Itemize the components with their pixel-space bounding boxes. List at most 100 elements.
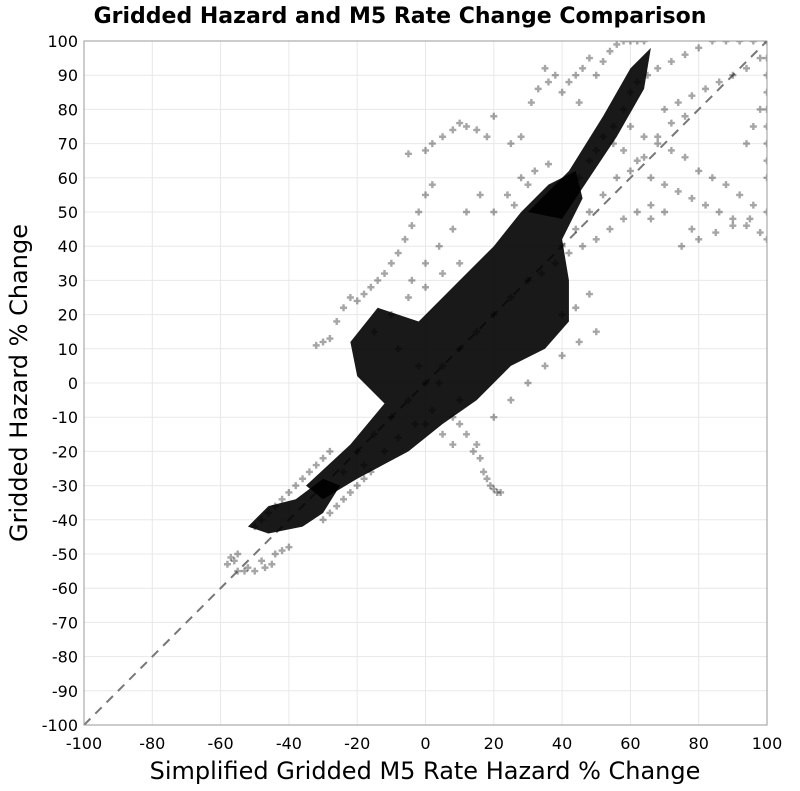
data-point <box>756 54 764 62</box>
data-point <box>667 146 675 154</box>
data-point <box>251 523 259 531</box>
data-point <box>497 488 505 496</box>
data-point <box>695 44 703 52</box>
data-point <box>439 430 447 438</box>
data-point <box>572 71 580 79</box>
data-point <box>333 502 341 510</box>
data-point <box>681 153 689 161</box>
data-point <box>503 191 511 199</box>
y-tick-label: 0 <box>68 374 78 393</box>
data-point <box>346 488 354 496</box>
data-point <box>592 328 600 336</box>
y-tick-label: -100 <box>42 716 78 735</box>
data-point <box>729 215 737 223</box>
data-point <box>517 133 525 141</box>
y-tick-label: 20 <box>58 306 78 325</box>
data-point <box>708 41 716 45</box>
data-point <box>667 119 675 127</box>
x-tick-label: -40 <box>276 734 302 753</box>
x-axis-ticks: -100 -80 -60 -40 -20 0 20 40 60 80 100 <box>66 734 782 753</box>
data-point <box>394 434 402 442</box>
data-point <box>234 550 242 558</box>
x-tick-label: -60 <box>208 734 234 753</box>
data-point <box>661 208 669 216</box>
data-point <box>456 396 464 404</box>
data-point <box>681 112 689 120</box>
data-point <box>626 88 634 96</box>
data-point <box>575 99 583 107</box>
data-point <box>626 167 634 175</box>
data-point <box>415 208 423 216</box>
data-point <box>401 235 409 243</box>
data-point <box>743 64 751 72</box>
data-point <box>743 140 751 148</box>
data-point <box>258 516 266 524</box>
y-tick-label: -50 <box>52 545 78 564</box>
y-tick-label: 30 <box>58 271 78 290</box>
data-point <box>319 454 327 462</box>
data-point <box>654 140 662 148</box>
data-point <box>360 475 368 483</box>
data-point <box>476 191 484 199</box>
data-point <box>585 290 593 298</box>
y-tick-label: -90 <box>52 682 78 701</box>
data-point <box>435 379 443 387</box>
data-point <box>411 420 419 428</box>
data-point <box>483 475 491 483</box>
data-point <box>572 225 580 233</box>
data-point <box>688 92 696 100</box>
data-point <box>729 222 737 230</box>
data-point <box>258 557 266 565</box>
data-point <box>551 71 559 79</box>
data-point <box>763 140 767 148</box>
data-point <box>534 85 542 93</box>
data-point <box>527 99 535 107</box>
data-point <box>223 560 231 568</box>
data-point <box>230 557 238 565</box>
data-point <box>462 123 470 130</box>
data-point <box>370 328 378 336</box>
data-point <box>439 270 447 278</box>
data-point <box>633 78 641 86</box>
data-point <box>312 341 320 349</box>
data-point <box>585 54 593 62</box>
data-point <box>558 88 566 96</box>
dense-region-main-core <box>305 170 583 500</box>
data-point <box>490 112 498 120</box>
data-point <box>251 567 259 575</box>
data-point <box>551 259 559 267</box>
data-point <box>763 71 767 79</box>
data-point <box>340 495 348 503</box>
data-point <box>456 119 464 127</box>
data-point <box>572 304 580 312</box>
data-point <box>763 123 767 130</box>
y-tick-label: 80 <box>58 100 78 119</box>
y-tick-label: 100 <box>47 32 78 51</box>
data-point <box>626 123 634 130</box>
data-point <box>507 294 515 301</box>
y-tick-label: -40 <box>52 511 78 530</box>
data-point <box>370 430 378 438</box>
y-tick-label: 60 <box>58 169 78 188</box>
data-point <box>640 41 648 45</box>
data-point <box>353 447 361 455</box>
data-point <box>387 259 395 267</box>
data-point <box>541 64 549 72</box>
data-point <box>510 201 518 209</box>
data-point <box>227 553 235 561</box>
data-point <box>715 78 723 86</box>
data-point <box>428 140 436 148</box>
dense-region-upper-band <box>527 47 651 219</box>
y-tick-label: -60 <box>52 579 78 598</box>
data-point <box>763 105 767 113</box>
data-point <box>647 174 655 182</box>
data-point <box>404 294 412 301</box>
y-tick-label: -70 <box>52 613 78 632</box>
data-point <box>674 187 682 195</box>
data-point <box>609 140 617 148</box>
data-point <box>599 133 607 141</box>
data-point <box>661 181 669 189</box>
data-point <box>681 51 689 59</box>
data-point <box>285 543 293 551</box>
